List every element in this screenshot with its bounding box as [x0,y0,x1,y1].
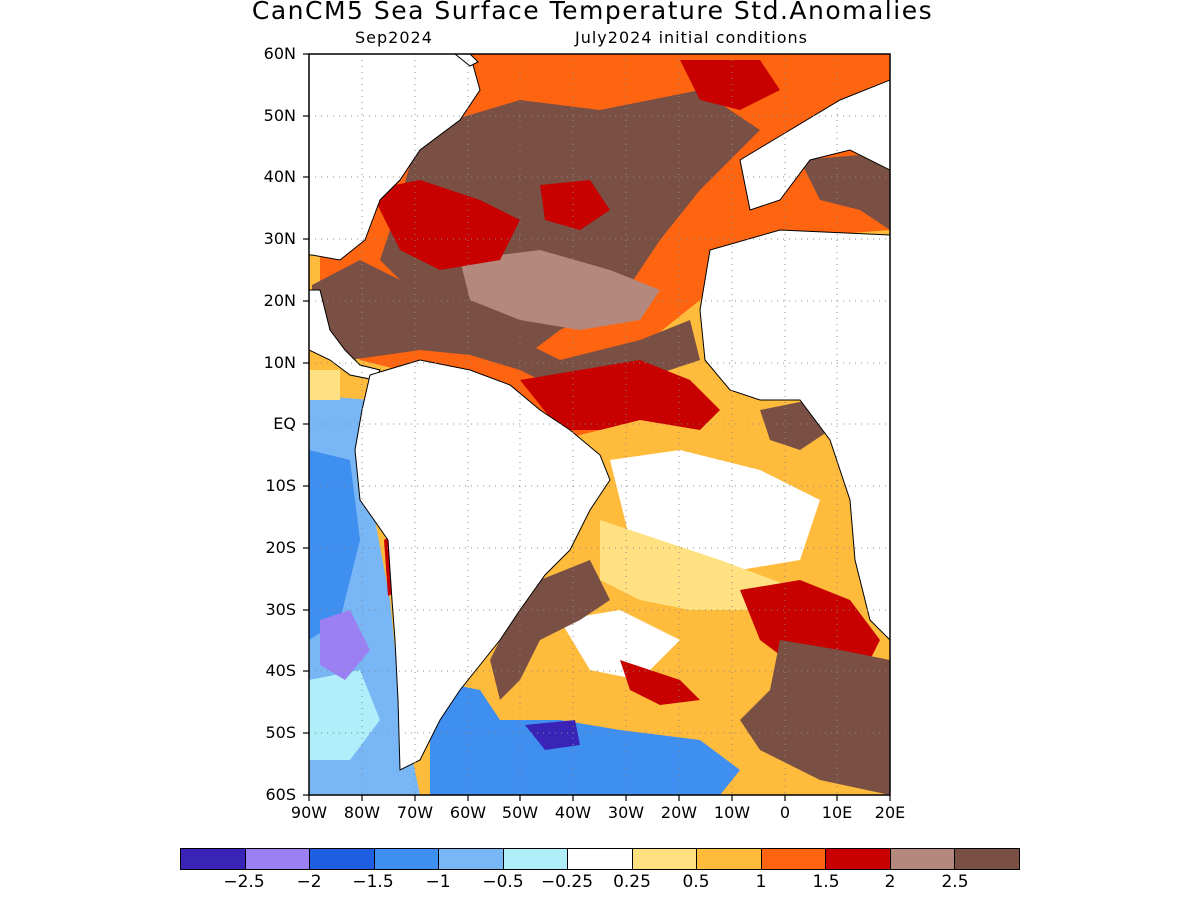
colorbar-label: 2 [884,872,896,892]
lat-label-20s: 20S [265,538,296,557]
colorbar-label: −2.5 [223,872,265,892]
lon-label-0: 0 [779,803,791,822]
north-atlantic-red-field-2 [540,180,610,230]
southern-ocean-dark-blue-patch [525,720,580,750]
lat-label-10s: 10S [265,476,296,495]
southeast-pacific-light-blue [309,670,380,760]
lon-label-30w: 30W [607,803,645,822]
greenland-land [454,54,479,67]
lat-label-30s: 30S [265,600,296,619]
colorbar-segment [826,849,891,869]
lon-label-20w: 20W [660,803,698,822]
colorbar-segment [310,849,375,869]
colorbar-label: 1.5 [812,872,840,892]
lat-label-40n: 40N [263,167,296,186]
colorbar-segment [568,849,633,869]
colorbar-segment [374,849,440,869]
north-atlantic-red-field-1 [370,180,520,270]
colorbar-label: 0.25 [613,872,651,892]
colorbar-label: 2.5 [941,872,969,892]
colorbar-label: −1 [425,872,451,892]
southeast-pacific-lavender [320,610,370,680]
frame-ticks [303,53,891,801]
southeast-pacific-medium-blue [309,450,360,640]
south-atlantic-yellow-field [600,520,800,610]
colorbar [180,848,1020,870]
mediterranean-brown [800,155,890,230]
lon-label-60w: 60W [449,803,487,822]
southeast-atlantic-brown-field [740,640,890,795]
colorbar-label: −2 [296,872,322,892]
subpolar-red-field [680,60,780,110]
lat-label-40s: 40S [265,661,296,680]
lon-label-10e: 10E [821,803,853,822]
brazil-shelf-brown [490,560,610,700]
north-america-land [309,54,481,261]
lat-label-60s: 60S [265,785,296,804]
lon-label-70w: 70W [396,803,434,822]
colorbar-segment [245,849,311,869]
colorbar-segment [697,849,762,869]
lon-label-10w: 10W [713,803,751,822]
lat-label-10n: 10N [263,353,296,372]
lat-label-30n: 30N [263,229,296,248]
graticule [309,54,890,795]
map-title: CanCM5 Sea Surface Temperature Std.Anoma… [251,0,934,25]
lon-label-90w: 90W [290,803,328,822]
north-atlantic-light-brown-field [460,250,660,330]
lat-label-20n: 20N [263,291,296,310]
colorbar-segment [503,849,569,869]
lon-label-80w: 80W [343,803,381,822]
lat-label-60n: 60N [263,44,296,63]
southern-ocean-blue-field [430,680,740,795]
tropical-atlantic-red-field [520,360,720,430]
colorbar-label: −0.5 [482,872,524,892]
forecast-month-label: Sep2024 [355,28,433,47]
colorbar-segment [955,849,1019,869]
initial-conditions-label: July2024 initial conditions [575,28,808,47]
colorbar-label: 1 [755,872,767,892]
colorbar-label: −1.5 [352,872,394,892]
colorbar-segment [761,849,827,869]
eastern-pacific-yellow [309,370,340,400]
colorbar-segment [632,849,698,869]
africa-land [699,229,890,641]
lat-label-50n: 50N [263,106,296,125]
colorbar-segment [890,849,956,869]
south-atlantic-white-field-2 [560,610,680,680]
south-america-land [354,359,611,771]
south-atlantic-white-field [610,450,820,570]
lat-label-50s: 50S [265,723,296,742]
lon-label-40w: 40W [554,803,592,822]
lon-label-50w: 50W [501,803,539,822]
colorbar-label: 0.5 [682,872,710,892]
central-america-land [309,289,381,381]
colorbar-label: −0.25 [540,872,594,892]
colorbar-segment [181,849,246,869]
lon-label-20e: 20E [874,803,906,822]
caribbean-brown-field [312,260,700,390]
lat-label-eq: EQ [273,414,296,433]
colorbar-segment [439,849,504,869]
